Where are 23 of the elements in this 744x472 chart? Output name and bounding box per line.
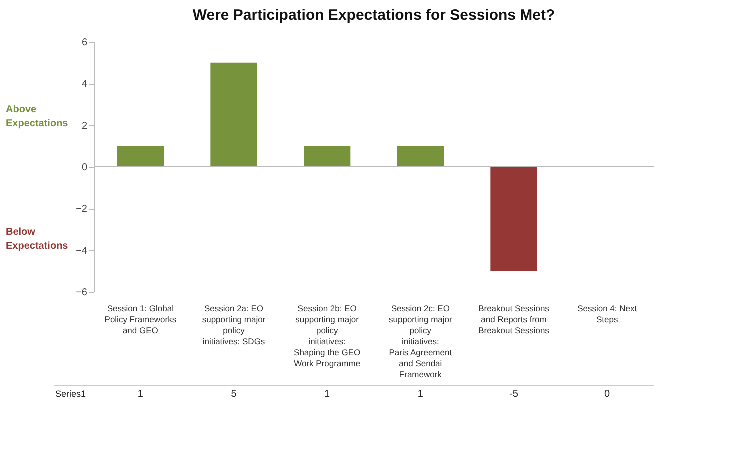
data-label: 1	[324, 389, 331, 400]
x-tick-label: Session 4: Next Steps	[578, 304, 638, 324]
y-tick-label: 0	[82, 162, 88, 174]
text: Below Expectations	[6, 227, 69, 252]
data-label: 5	[231, 389, 238, 400]
x-tick-label: Breakout Sessions and Reports from Breakout Sessions	[478, 304, 550, 336]
chart-title: Were Participation Expectations for Sessions Met?	[192, 7, 556, 24]
y-tick-label: −6	[76, 288, 88, 298]
x-tick-label: Session 2b: EO supporting major policy initiatives: Shaping the GEO Work Programme	[294, 304, 362, 368]
data-label: 1	[418, 389, 424, 400]
x-tick-label: Session 2c: EO supporting major policy initiatives: Paris Agreement and Sendai Framework	[389, 304, 453, 380]
data-label: 1	[138, 389, 144, 400]
y-tick-label: −4	[76, 246, 88, 257]
y-tick-label: 4	[82, 79, 88, 90]
text: Above Expectations	[6, 104, 69, 130]
y-tick-label: 6	[82, 38, 88, 48]
x-tick-label: Session 2a: EO supporting major policy initiatives: SDGs	[202, 304, 266, 346]
data-label: -5	[510, 389, 519, 400]
y-tick-label: 2	[82, 120, 88, 132]
text: Series1	[55, 389, 86, 399]
x-tick-label: Session 1: Global Policy Frameworks and GEO	[104, 304, 177, 336]
y-tick-label: −2	[76, 204, 88, 216]
data-label: 0	[604, 389, 611, 400]
